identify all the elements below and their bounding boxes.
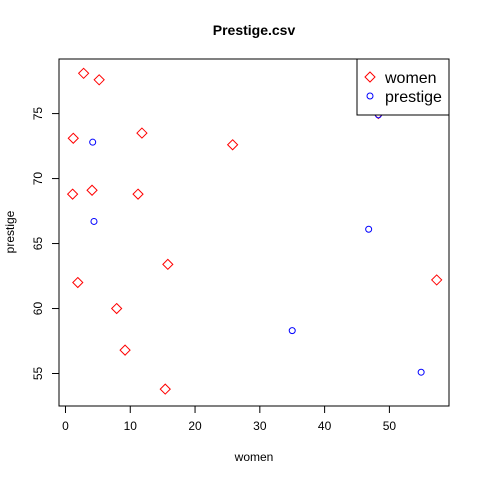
women-point [86,184,98,196]
legend-women-marker [364,71,376,83]
x-axis: 0 10 20 30 40 50 [62,405,397,433]
y-tick-label: 65 [31,237,45,251]
women-point [110,302,123,315]
women-point [162,258,174,271]
prestige-point [89,138,97,146]
x-tick-label: 0 [62,419,69,433]
y-axis-label: prestige [3,210,17,253]
legend: women prestige [356,58,450,116]
x-tick-label: 20 [188,419,202,433]
y-tick-label: 60 [31,302,45,316]
women-point [226,139,239,151]
x-tick-label: 50 [383,419,397,433]
women-point [72,276,84,289]
x-tick-label: 10 [124,419,138,433]
x-tick-label: 40 [318,419,332,433]
prestige-point [417,368,425,376]
women-point [93,74,105,86]
women-point [77,67,90,80]
prestige-point [365,225,373,233]
y-tick-label: 55 [31,367,45,381]
women-point [132,188,144,200]
women-point [67,132,79,144]
women-point [119,344,131,356]
women-point [430,274,443,286]
women-point [159,383,171,395]
women-point [136,127,148,139]
chart-title: Prestige.csv [213,22,296,38]
women-point [66,188,79,200]
prestige-point [288,327,296,335]
legend-box [356,58,450,116]
y-tick-label: 70 [31,172,45,186]
data-points [66,67,443,395]
legend-prestige-marker [366,92,374,100]
legend-prestige-label: prestige [385,89,442,106]
y-axis: 55 60 65 70 75 [31,107,60,381]
x-axis-label: women [234,450,274,464]
x-tick-label: 30 [253,419,267,433]
y-tick-label: 75 [31,107,45,121]
prestige-point [90,217,98,225]
legend-women-label: women [384,70,437,87]
